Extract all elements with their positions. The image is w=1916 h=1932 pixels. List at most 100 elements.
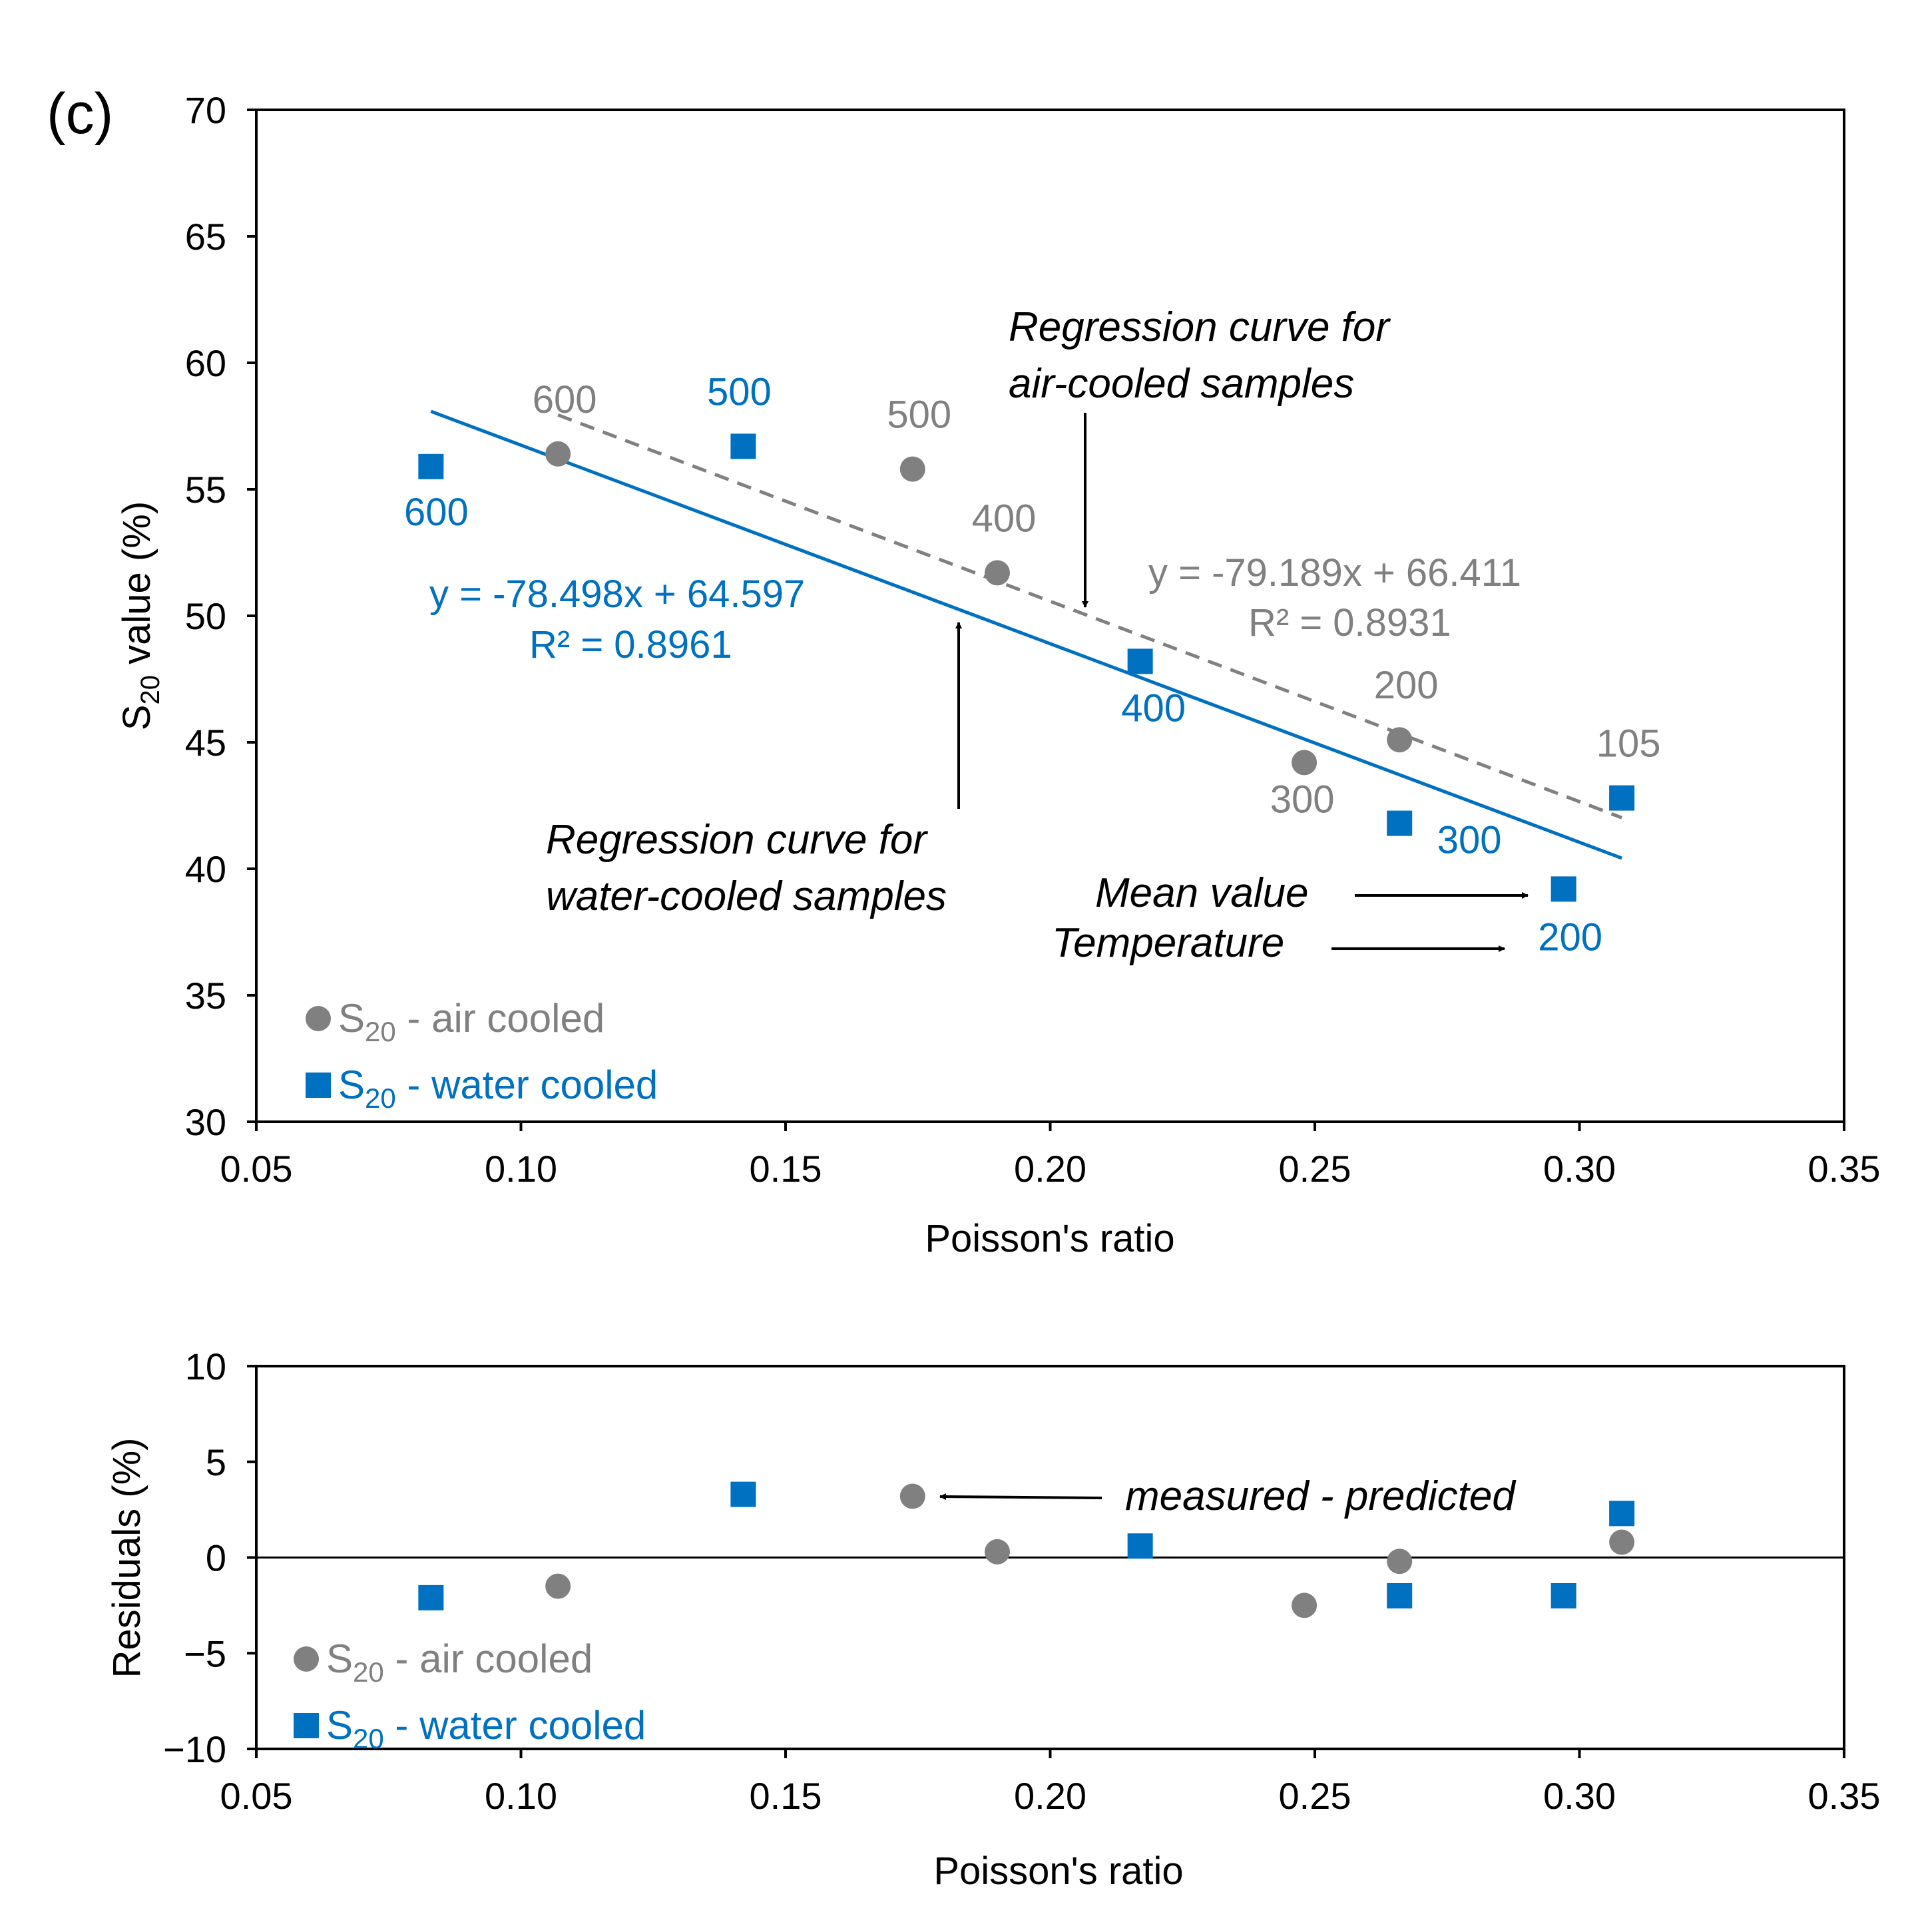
residuals-y-tick-label: 10 — [185, 1345, 226, 1387]
main-y-tick-label: 50 — [185, 595, 226, 637]
residual-water-point — [1609, 1501, 1635, 1527]
main-regression-lines — [430, 409, 1622, 860]
regression-line-water — [430, 409, 1622, 860]
air-point-label: 400 — [972, 497, 1037, 540]
air-point-label: 200 — [1374, 664, 1439, 707]
main-legend: S20 - air cooled S20 - water cooled — [306, 996, 658, 1114]
annot-measured-predicted: measured - predicted — [1125, 1473, 1517, 1519]
residuals-x-tick-label: 0.35 — [1808, 1775, 1881, 1817]
residuals-y-tick-label: −10 — [163, 1728, 226, 1770]
annot-air-curve-line2: air-cooled samples — [1009, 361, 1354, 407]
residuals-legend-water-main: S — [326, 1703, 353, 1748]
air-r2: R² = 0.8931 — [1248, 601, 1451, 644]
residual-air-point — [899, 1483, 925, 1509]
annot-measured-predicted-arrow — [939, 1493, 1102, 1501]
air-point — [1292, 750, 1317, 776]
residuals-legend-water-marker — [294, 1713, 319, 1738]
panel-label: (c) — [47, 82, 113, 146]
main-y-title-sub: 20 — [136, 675, 165, 705]
residuals-legend-air-main: S — [326, 1636, 353, 1681]
water-point — [1609, 785, 1635, 811]
legend-water-sub: 20 — [365, 1083, 396, 1114]
residual-air-point — [1292, 1592, 1317, 1618]
residuals-legend-air-label: S20 - air cooled — [326, 1636, 593, 1688]
main-x-tick-label: 0.10 — [485, 1148, 557, 1190]
main-y-title-rest: value (%) — [115, 501, 158, 675]
residuals-legend-water-rest: - water cooled — [384, 1703, 646, 1748]
legend-water-label: S20 - water cooled — [338, 1063, 658, 1114]
main-y-title-main: S — [115, 704, 158, 730]
water-point-label: 300 — [1437, 819, 1502, 862]
main-x-ticks: 0.05 0.10 0.15 0.20 0.25 0.30 0.35 — [220, 1122, 1881, 1190]
water-point — [1127, 648, 1153, 674]
air-point — [1387, 727, 1413, 753]
main-point-labels: 600 500 400 300 200 105 600 500 400 300 200 — [404, 370, 1661, 959]
legend-water-rest: - water cooled — [396, 1063, 658, 1107]
residuals-legend-air-marker — [294, 1646, 319, 1672]
water-point — [1551, 876, 1576, 902]
main-y-tick-label: 70 — [185, 89, 226, 131]
residuals-x-tick-label: 0.15 — [750, 1775, 822, 1817]
air-point — [545, 441, 571, 467]
residual-air-point — [985, 1539, 1010, 1565]
legend-water-marker — [306, 1073, 331, 1098]
annot-water-curve-line1: Regression curve for — [546, 817, 928, 863]
water-r2: R² = 0.8961 — [529, 623, 732, 666]
residuals-y-tick-label: 5 — [206, 1441, 226, 1483]
water-point — [730, 433, 756, 459]
main-plot-frame — [255, 109, 1845, 1123]
residual-water-point — [1387, 1583, 1413, 1608]
residuals-legend-water-label: S20 - water cooled — [326, 1703, 646, 1754]
residuals-x-tick-label: 0.25 — [1279, 1775, 1351, 1817]
main-x-axis-title: Poisson's ratio — [925, 1217, 1174, 1260]
main-y-tick-label: 55 — [185, 469, 226, 511]
residuals-y-tick-label: 0 — [206, 1537, 226, 1579]
main-x-tick-label: 0.35 — [1808, 1148, 1881, 1190]
residual-water-point — [1127, 1533, 1153, 1559]
legend-water-main: S — [338, 1063, 365, 1107]
residuals-data-points — [418, 1481, 1635, 1618]
annot-mean-value: Mean value — [1095, 870, 1309, 916]
air-equation: y = -79.189x + 66.411 — [1148, 551, 1521, 595]
legend-air-marker — [306, 1006, 331, 1031]
residual-water-point — [1551, 1583, 1576, 1608]
air-point-label: 500 — [887, 393, 951, 437]
legend-air-main: S — [338, 996, 365, 1041]
residual-air-point — [1609, 1529, 1635, 1555]
legend-air-rest: - air cooled — [396, 996, 604, 1041]
air-point-label: 300 — [1270, 778, 1335, 821]
residuals-x-tick-label: 0.10 — [485, 1775, 557, 1817]
main-x-tick-label: 0.30 — [1543, 1148, 1616, 1190]
main-y-ticks: 30 35 40 45 50 55 60 65 70 — [185, 89, 256, 1143]
residuals-x-tick-label: 0.20 — [1014, 1775, 1086, 1817]
water-point — [418, 453, 444, 479]
residuals-legend-air-rest: - air cooled — [384, 1636, 593, 1681]
legend-air-label: S20 - air cooled — [338, 996, 604, 1047]
residual-air-point — [1387, 1549, 1413, 1574]
main-y-tick-label: 30 — [185, 1101, 226, 1143]
annot-water-curve-line2: water-cooled samples — [546, 873, 947, 919]
air-point-label: 105 — [1596, 722, 1661, 766]
water-point — [1387, 810, 1413, 836]
main-y-tick-label: 45 — [185, 722, 226, 764]
residuals-legend-air-sub: 20 — [353, 1656, 384, 1688]
main-x-tick-label: 0.05 — [220, 1148, 293, 1190]
residuals-x-tick-label: 0.05 — [220, 1775, 293, 1817]
residuals-x-axis-title: Poisson's ratio — [933, 1849, 1183, 1893]
residuals-y-tick-label: −5 — [184, 1632, 226, 1674]
air-point — [899, 456, 925, 482]
main-x-tick-label: 0.15 — [750, 1148, 822, 1190]
water-point-label: 400 — [1121, 686, 1186, 730]
residuals-chart: 0.05 0.10 0.15 0.20 0.25 0.30 0.35 −10 −5 0 5 10 P… — [105, 1345, 1881, 1893]
residual-air-point — [545, 1573, 571, 1599]
water-point-label: 200 — [1538, 915, 1602, 959]
residual-water-point — [730, 1481, 756, 1507]
water-point-label: 500 — [707, 370, 772, 413]
main-data-points — [418, 433, 1635, 902]
residuals-x-ticks: 0.05 0.10 0.15 0.20 0.25 0.30 0.35 — [220, 1749, 1881, 1817]
residuals-legend: S20 - air cooled S20 - water cooled — [294, 1636, 646, 1754]
main-y-axis-title: S20 value (%) — [115, 501, 165, 730]
main-y-tick-label: 40 — [185, 848, 226, 890]
water-point-label: 600 — [404, 491, 469, 534]
regression-line-air — [557, 413, 1622, 820]
